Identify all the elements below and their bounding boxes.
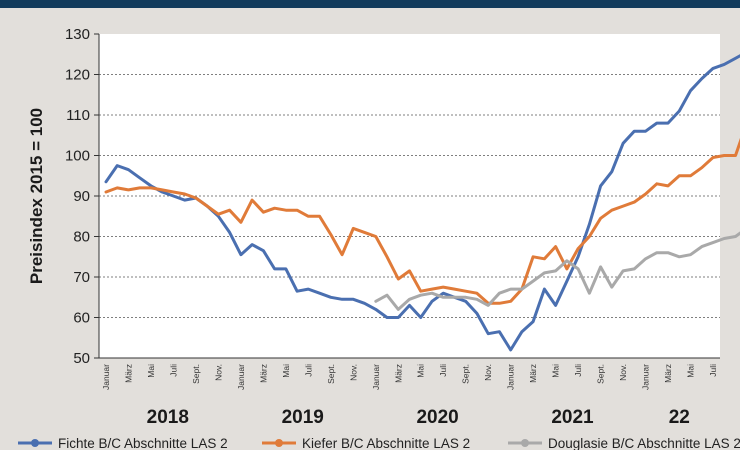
month-label: Sept. — [191, 364, 201, 384]
series-line-3 — [374, 231, 740, 311]
x-axis-year-labels: 2018 2019 2020 2021 22 — [147, 407, 690, 428]
x-axis-month-labels: Januar März Mai Juli Sept. Nov. Januar März Mai J… — [101, 364, 718, 390]
month-label: Mai — [281, 364, 291, 378]
year-label: 2018 — [147, 407, 189, 428]
legend-label: Douglasie B/C Abschnitte LAS 2 — [548, 436, 740, 450]
y-tick-label: 80 — [73, 229, 90, 246]
month-label: Januar — [236, 364, 246, 390]
y-axis-label: Preisindex 2015 = 100 — [27, 108, 46, 284]
month-label: März — [393, 364, 403, 383]
month-label: Juli — [168, 364, 178, 377]
legend-label: Fichte B/C Abschnitte LAS 2 — [58, 436, 228, 450]
legend-item-2: Kiefer B/C Abschnitte LAS 2 — [262, 436, 470, 450]
top-banner — [0, 0, 740, 8]
month-label: Sept. — [326, 364, 336, 384]
month-label: März — [663, 364, 673, 383]
month-label: März — [258, 364, 268, 383]
month-label: Mai — [686, 364, 696, 378]
month-label: Mai — [146, 364, 156, 378]
y-tick-label: 90 — [73, 188, 90, 205]
month-label: Juli — [708, 364, 718, 377]
month-label: Nov. — [618, 364, 628, 381]
month-label: März — [123, 364, 133, 383]
year-label: 22 — [669, 407, 690, 428]
year-label: 2021 — [551, 407, 594, 428]
month-label: Januar — [371, 364, 381, 390]
year-label: 2020 — [416, 407, 458, 428]
month-label: Nov. — [483, 364, 493, 381]
y-tick-label: 130 — [65, 26, 90, 43]
y-tick-label: 70 — [73, 269, 90, 286]
legend-marker — [521, 439, 529, 447]
legend-item-3: Douglasie B/C Abschnitte LAS 2 — [508, 436, 740, 450]
legend-item-1: Fichte B/C Abschnitte LAS 2 — [18, 436, 228, 450]
y-tick-label: 100 — [65, 148, 90, 165]
legend-marker — [31, 439, 39, 447]
series-line-2 — [104, 137, 740, 305]
month-label: Januar — [101, 364, 111, 390]
month-label: Januar — [506, 364, 516, 390]
y-tick-label: 120 — [65, 67, 90, 84]
month-label: Sept. — [596, 364, 606, 384]
series-lines — [104, 54, 740, 352]
month-label: Mai — [551, 364, 561, 378]
month-label: Nov. — [213, 364, 223, 381]
y-axis-ticks: 50 60 70 80 90 100 110 120 130 — [65, 26, 99, 367]
month-label: Nov. — [348, 364, 358, 381]
y-tick-label: 60 — [73, 310, 90, 327]
y-tick-label: 110 — [66, 107, 90, 124]
month-label: Januar — [641, 364, 651, 390]
year-label: 2019 — [282, 407, 324, 428]
gridlines — [99, 74, 720, 318]
y-tick-label: 50 — [73, 350, 90, 367]
legend: Fichte B/C Abschnitte LAS 2 Kiefer B/C Ab… — [18, 436, 740, 450]
month-label: Juli — [303, 364, 313, 377]
legend-marker — [275, 439, 283, 447]
month-label: Sept. — [461, 364, 471, 384]
month-label: März — [528, 364, 538, 383]
month-label: Juli — [573, 364, 583, 377]
month-label: Juli — [438, 364, 448, 377]
legend-label: Kiefer B/C Abschnitte LAS 2 — [302, 436, 470, 450]
month-label: Mai — [416, 364, 426, 378]
